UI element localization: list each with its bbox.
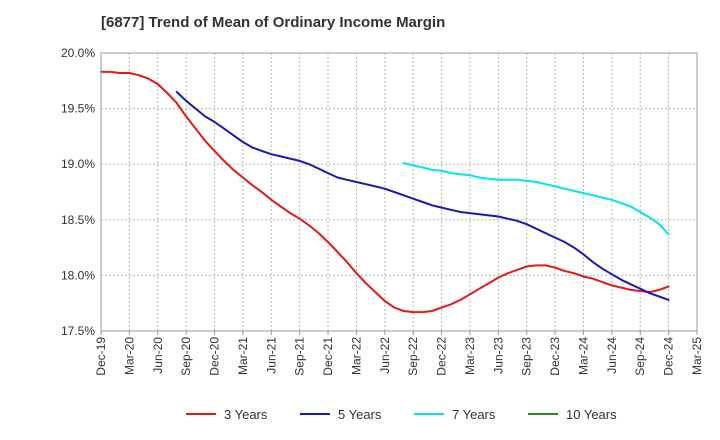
x-tick-label: Mar-21 xyxy=(236,337,250,375)
grid-layer xyxy=(100,52,698,332)
y-tick-label: 20.0% xyxy=(61,46,95,60)
legend-label-7-years: 7 Years xyxy=(452,407,496,422)
x-tick-label: Jun-20 xyxy=(151,337,165,374)
x-tick-label: Jun-21 xyxy=(264,337,278,374)
x-tick-label: Dec-21 xyxy=(321,337,335,376)
y-tick-label: 18.0% xyxy=(61,268,95,282)
x-tick-label: Dec-24 xyxy=(662,337,676,376)
x-tick-label: Dec-19 xyxy=(94,337,108,376)
series-line-5-years xyxy=(175,90,670,301)
x-tick-label: Sep-20 xyxy=(179,337,193,376)
x-tick-label: Mar-25 xyxy=(690,337,704,375)
legend-label-5-years: 5 Years xyxy=(338,407,382,422)
x-tick-label: Dec-20 xyxy=(208,337,222,376)
x-tick-label: Sep-24 xyxy=(633,337,647,376)
series-line-7-years xyxy=(402,162,670,236)
y-tick-label: 19.5% xyxy=(61,102,95,116)
x-tick-label: Sep-23 xyxy=(520,337,534,376)
x-tick-label: Jun-23 xyxy=(491,337,505,374)
legend: 3 Years 5 Years 7 Years 10 Years xyxy=(186,407,617,422)
legend-label-10-years: 10 Years xyxy=(566,407,617,422)
y-tick-label: 18.5% xyxy=(61,213,95,227)
series-layer xyxy=(100,70,670,314)
x-tick-label: Jun-22 xyxy=(378,337,392,374)
y-tick-label: 19.0% xyxy=(61,157,95,171)
x-tick-label: Dec-22 xyxy=(435,337,449,376)
x-tick-label: Mar-24 xyxy=(576,337,590,375)
axis-layer: 17.5% 18.0% 18.5% 19.0% 19.5% 20.0% Dec-19 Mar-… xyxy=(61,46,704,376)
x-tick-label: Mar-20 xyxy=(122,337,136,375)
x-tick-label: Sep-21 xyxy=(293,337,307,376)
x-tick-label: Sep-22 xyxy=(406,337,420,376)
x-tick-label: Dec-23 xyxy=(548,337,562,376)
chart-title: [6877] Trend of Mean of Ordinary Income … xyxy=(101,14,446,31)
x-tick-label: Mar-22 xyxy=(349,337,363,375)
x-tick-label: Mar-23 xyxy=(463,337,477,375)
y-tick-label: 17.5% xyxy=(61,324,95,338)
legend-label-3-years: 3 Years xyxy=(224,407,268,422)
x-tick-label: Jun-24 xyxy=(605,337,619,374)
series-line-3-years xyxy=(100,70,670,314)
plot-frame xyxy=(100,52,698,332)
